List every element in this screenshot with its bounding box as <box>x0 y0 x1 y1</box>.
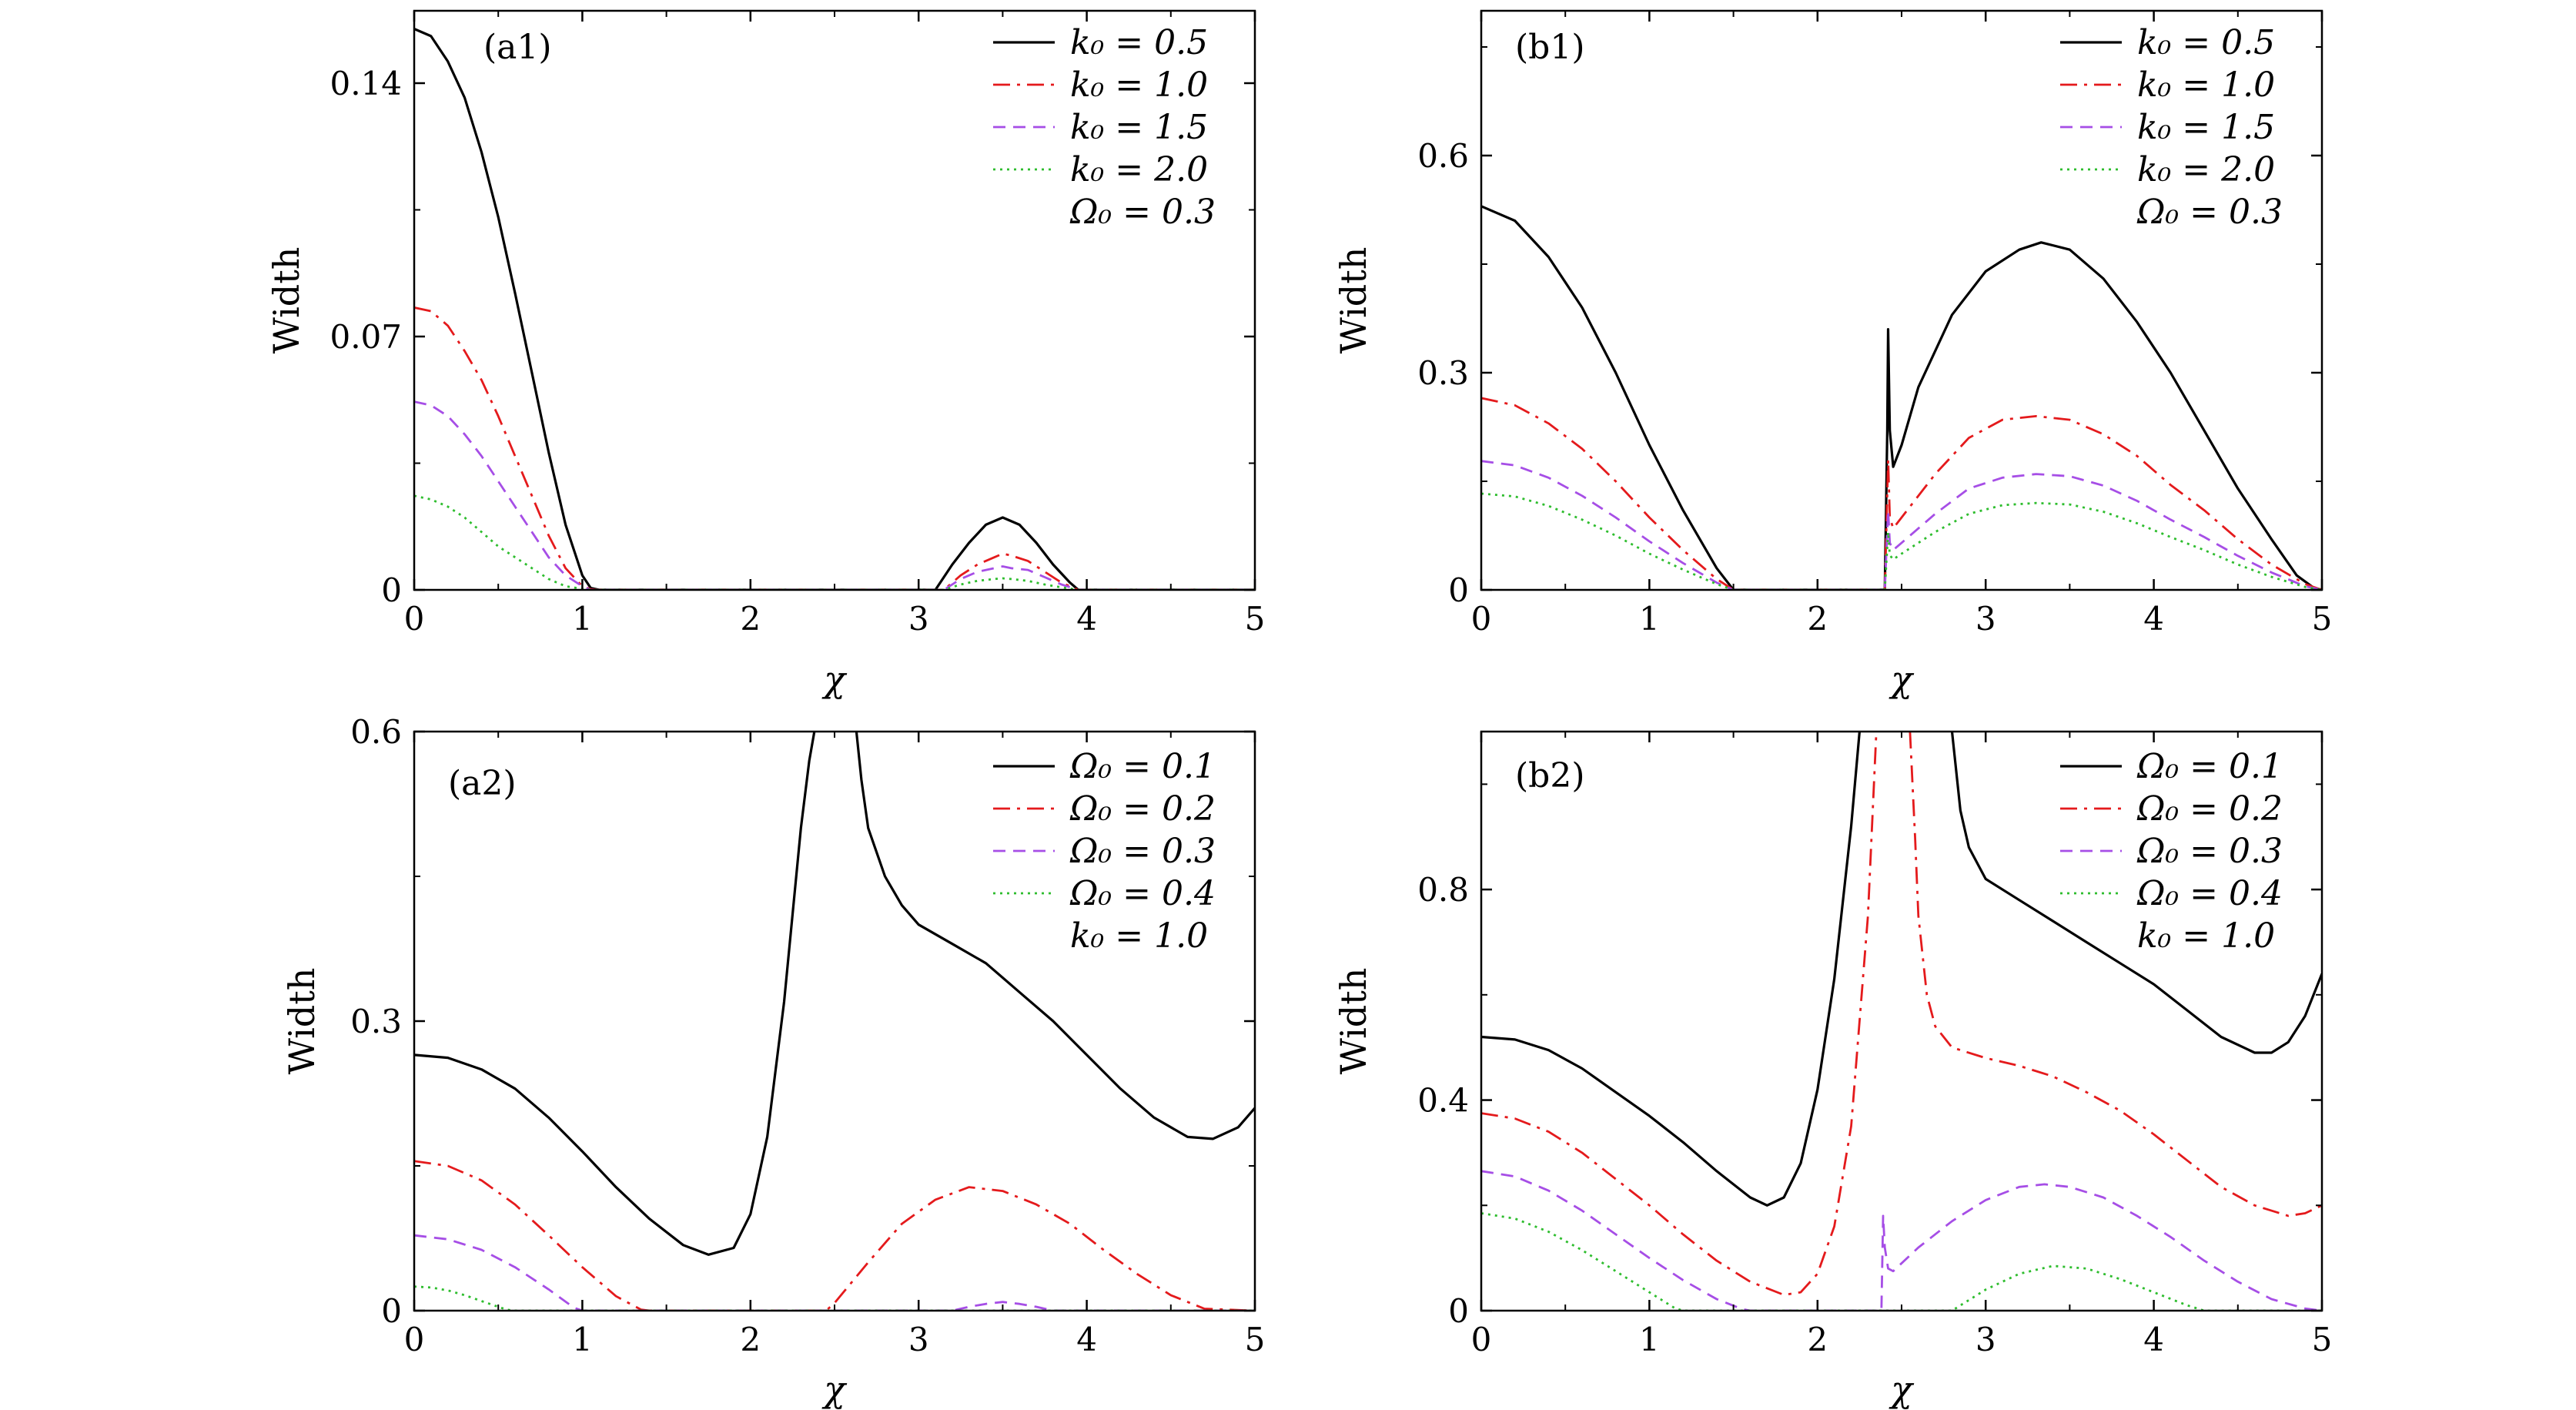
x-tick-label: 2 <box>740 1321 761 1358</box>
series-line-3 <box>414 400 1255 590</box>
series-line-3 <box>1481 460 2322 590</box>
x-tick-label: 0 <box>1471 1321 1492 1358</box>
y-axis-label: Width <box>281 968 323 1075</box>
y-tick-label: 0.6 <box>350 713 402 751</box>
x-tick-label: 2 <box>1807 1321 1828 1358</box>
panel-b1: 0 1 2 3 4 500.30.6 (b1) χ Width k₀ = 0.5k₀ = … <box>1333 9 2333 700</box>
x-tick-label: 5 <box>1245 1321 1266 1358</box>
x-tick-label: 1 <box>1639 600 1660 638</box>
x-tick-label: 4 <box>2143 1321 2164 1358</box>
legend-label: k₀ = 1.5 <box>1070 108 1208 147</box>
y-tick-label: 0.6 <box>1417 137 1469 175</box>
panel-tag: (b1) <box>1515 28 1585 67</box>
x-tick-label: 4 <box>2143 600 2164 638</box>
series-line-2 <box>1481 732 2322 1296</box>
legend-label: k₀ = 1.5 <box>2137 108 2275 147</box>
y-tick-label: 0.07 <box>330 318 402 356</box>
panel-a1: 0 1 2 3 4 500.070.14 (a1) χ Width k₀ = 0.5k₀ … <box>266 9 1266 700</box>
series-line-4 <box>414 494 1255 590</box>
x-tick-label: 5 <box>2312 1321 2333 1358</box>
legend: Ω₀ = 0.1Ω₀ = 0.2Ω₀ = 0.3Ω₀ = 0.4k₀ = 1.0 <box>993 747 1216 956</box>
y-tick-label: 0.8 <box>1417 871 1469 909</box>
x-tick-label: 5 <box>1245 600 1266 638</box>
y-tick-label: 0.3 <box>350 1003 402 1040</box>
legend-label: k₀ = 0.5 <box>2137 23 2275 62</box>
legend-label: Ω₀ = 0.4 <box>2136 874 2283 913</box>
x-tick-label: 3 <box>1975 1321 1996 1358</box>
series-line-1 <box>414 732 1255 1256</box>
x-tick-label: 1 <box>572 1321 593 1358</box>
x-tick-label: 1 <box>1639 1321 1660 1358</box>
x-axis-label: χ <box>821 658 848 700</box>
legend: k₀ = 0.5k₀ = 1.0k₀ = 1.5k₀ = 2.0 Ω₀ = 0.3 <box>2060 23 2283 232</box>
x-tick-label: 4 <box>1076 1321 1097 1358</box>
y-tick-label: 0 <box>381 1292 402 1330</box>
series-line-1 <box>1481 205 2322 590</box>
x-tick-label: 3 <box>1975 600 1996 638</box>
x-tick-label: 3 <box>908 1321 929 1358</box>
legend-label: k₀ = 0.5 <box>1070 23 1208 62</box>
y-tick-label: 0 <box>1448 1292 1469 1330</box>
legend-label: Ω₀ = 0.2 <box>2136 789 2283 829</box>
panel-tag: (a2) <box>448 764 517 803</box>
x-tick-label: 0 <box>1471 600 1492 638</box>
panel-tag: (a1) <box>483 28 552 67</box>
legend-label: k₀ = 1.0 <box>1070 916 1208 956</box>
series-line-3 <box>1481 1170 2322 1311</box>
legend-label: k₀ = 1.0 <box>2137 916 2275 956</box>
series-line-4 <box>414 1285 1255 1311</box>
x-axis-label: χ <box>1889 658 1915 700</box>
legend: Ω₀ = 0.1Ω₀ = 0.2Ω₀ = 0.3Ω₀ = 0.4k₀ = 1.0 <box>2060 747 2283 956</box>
legend-label: Ω₀ = 0.2 <box>1069 789 1216 829</box>
y-axis-label: Width <box>1333 247 1374 354</box>
legend-label: Ω₀ = 0.3 <box>1069 832 1216 871</box>
y-tick-label: 0.14 <box>330 65 402 102</box>
y-tick-label: 0 <box>381 571 402 609</box>
x-tick-label: 2 <box>740 600 761 638</box>
x-tick-label: 4 <box>1076 600 1097 638</box>
series-line-4 <box>1481 492 2322 590</box>
legend-label: Ω₀ = 0.3 <box>1069 193 1216 232</box>
legend-label: k₀ = 1.0 <box>1070 65 1208 105</box>
legend-label: Ω₀ = 0.1 <box>1069 747 1216 786</box>
x-tick-label: 3 <box>908 600 929 638</box>
y-tick-label: 0 <box>1448 571 1469 609</box>
panel-tag: (b2) <box>1515 756 1585 795</box>
x-tick-label: 0 <box>404 600 425 638</box>
x-tick-label: 0 <box>404 1321 425 1358</box>
y-axis-label: Width <box>266 247 307 354</box>
series-line-2 <box>414 1160 1255 1311</box>
legend-label: Ω₀ = 0.3 <box>2136 832 2283 871</box>
legend-label: k₀ = 1.0 <box>2137 65 2275 105</box>
x-tick-label: 5 <box>2312 600 2333 638</box>
legend-label: Ω₀ = 0.4 <box>1069 874 1216 913</box>
legend-label: k₀ = 2.0 <box>1070 150 1208 189</box>
series-line-3 <box>414 1234 1255 1311</box>
legend-label: Ω₀ = 0.1 <box>2136 747 2283 786</box>
panel-a2: 0 1 2 3 4 500.30.6 (a2) χ Width Ω₀ = 0.1Ω₀ = … <box>281 713 1265 1410</box>
y-axis-label: Width <box>1333 968 1374 1075</box>
legend-label: k₀ = 2.0 <box>2137 150 2275 189</box>
x-tick-label: 2 <box>1807 600 1828 638</box>
legend: k₀ = 0.5k₀ = 1.0k₀ = 1.5k₀ = 2.0 Ω₀ = 0.3 <box>993 23 1216 232</box>
series-line-1 <box>1481 732 2322 1207</box>
x-tick-label: 1 <box>572 600 593 638</box>
x-axis-label: χ <box>821 1368 848 1410</box>
legend-label: Ω₀ = 0.3 <box>2136 193 2283 232</box>
series-line-2 <box>1481 397 2322 590</box>
y-tick-label: 0.4 <box>1417 1082 1469 1120</box>
x-axis-label: χ <box>1889 1368 1915 1410</box>
y-tick-label: 0.3 <box>1417 354 1469 392</box>
panel-b2: 0 1 2 3 4 500.40.8 (b2) χ Width Ω₀ = 0.1Ω₀ = … <box>1333 730 2333 1410</box>
series-line-2 <box>414 306 1255 590</box>
